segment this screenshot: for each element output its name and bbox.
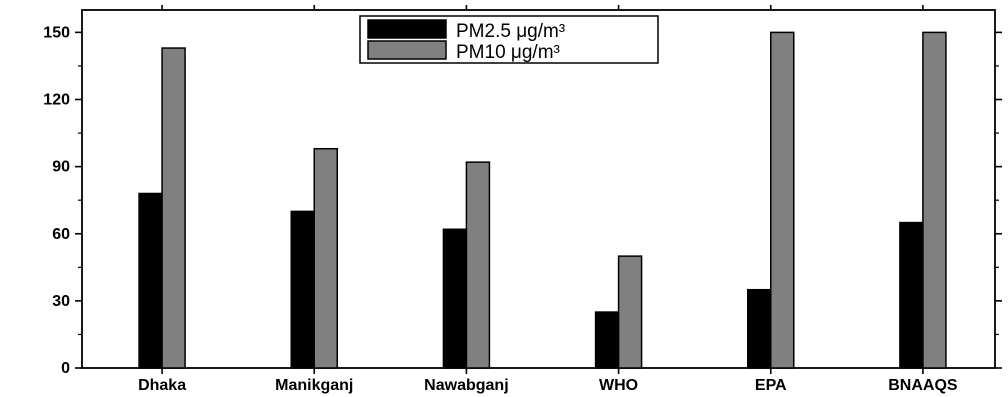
plot-border xyxy=(81,9,996,369)
bar-pm25-dhaka xyxy=(138,192,163,369)
x-tick-label: Dhaka xyxy=(138,377,186,394)
bar-pm25-manikganj xyxy=(290,210,315,369)
legend-label-pm10: PM10 μg/m³ xyxy=(456,42,560,63)
bar-pm25-nawabganj xyxy=(442,228,468,369)
bars xyxy=(138,31,947,369)
x-tick-label: WHO xyxy=(599,377,638,394)
bar-pm10-dhaka xyxy=(161,47,186,369)
bar-pm10-who xyxy=(617,255,643,369)
y-tick-label: 150 xyxy=(43,24,70,41)
bar-pm25-who xyxy=(594,311,620,369)
y-tick-label: 90 xyxy=(52,159,70,176)
y-axis-ticks: 0 30 60 90 120 150 xyxy=(43,24,1002,377)
y-tick-label: 30 xyxy=(52,293,70,310)
y-tick-label: 0 xyxy=(61,360,70,377)
x-tick-label: BNAAQS xyxy=(888,377,958,394)
legend-label-pm25: PM2.5 μg/m³ xyxy=(456,21,565,42)
x-tick-label: Nawabganj xyxy=(424,377,508,394)
plot-frame xyxy=(81,9,996,369)
y-tick-label: 120 xyxy=(43,92,70,109)
legend-swatch-pm10 xyxy=(367,40,447,60)
x-tick-label: EPA xyxy=(755,377,787,394)
legend-swatch-pm25 xyxy=(367,19,447,39)
x-axis-ticks: Dhaka Manikganj Nawabganj WHO EPA BNAAQS xyxy=(138,5,958,394)
bar-pm10-nawabganj xyxy=(465,161,491,369)
bar-pm25-epa xyxy=(747,288,772,369)
x-tick-label: Manikganj xyxy=(275,377,353,394)
y-tick-label: 60 xyxy=(52,226,70,243)
bar-pm10-manikganj xyxy=(313,147,338,369)
bar-pm25-bnaaqs xyxy=(899,221,924,369)
legend: PM2.5 μg/m³ PM10 μg/m³ xyxy=(359,15,659,64)
bar-pm10-epa xyxy=(770,31,795,369)
bar-pm10-bnaaqs xyxy=(922,31,947,369)
